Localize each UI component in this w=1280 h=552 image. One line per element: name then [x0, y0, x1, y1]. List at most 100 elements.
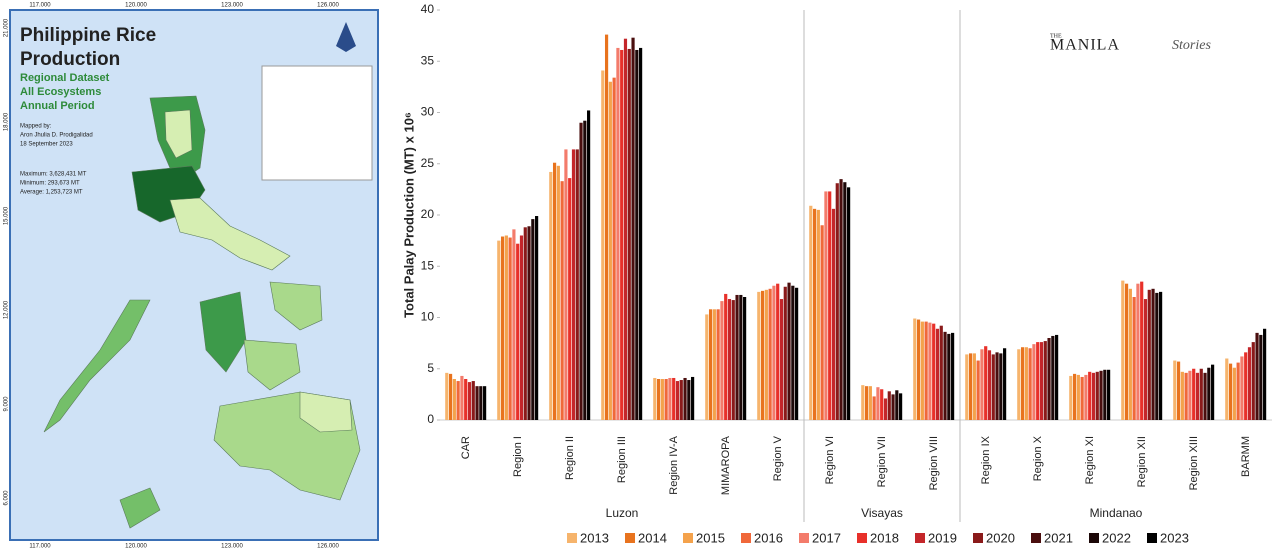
bar — [939, 325, 943, 420]
bar — [1195, 372, 1200, 420]
x-tick-label: Region XI — [1084, 436, 1096, 484]
y-tick-label: 25 — [421, 156, 435, 170]
bar — [519, 235, 524, 420]
legend-label: 2019 — [928, 530, 957, 545]
bar — [828, 191, 832, 420]
bar — [612, 77, 616, 421]
legend-label: 2022 — [1102, 530, 1131, 545]
island — [119, 487, 161, 529]
bar — [535, 216, 539, 420]
map-subtitle: Annual Period — [20, 100, 95, 112]
bar — [583, 120, 587, 420]
bar — [791, 285, 795, 420]
bar — [627, 48, 631, 420]
bar — [460, 375, 464, 420]
bar — [508, 237, 512, 420]
bar — [928, 322, 932, 420]
bar — [568, 178, 572, 420]
lon-label: 120.000 — [125, 3, 147, 9]
bar — [1132, 297, 1136, 420]
bar — [604, 34, 609, 420]
bar — [891, 394, 895, 420]
bar — [579, 122, 583, 420]
map-title: Philippine Rice — [20, 25, 156, 46]
bar — [812, 208, 817, 420]
bar — [980, 349, 984, 420]
legend-swatch — [741, 533, 751, 543]
bar — [1051, 335, 1055, 420]
lat-label: 9.000 — [4, 396, 10, 412]
bar — [1173, 360, 1177, 420]
bar — [887, 391, 891, 420]
legend-swatch — [857, 533, 867, 543]
bar — [712, 309, 716, 420]
bar — [587, 110, 591, 420]
bar — [1103, 369, 1107, 420]
bar — [932, 323, 936, 420]
bar — [708, 309, 713, 420]
bar — [616, 47, 620, 421]
bar — [1047, 338, 1051, 420]
y-tick-label: 35 — [421, 53, 435, 67]
legend-swatch — [625, 533, 635, 543]
bar — [575, 149, 579, 420]
map-credit: Mapped by: — [20, 124, 52, 130]
map-credit: Aron Jhulia D. Prodigalidad — [20, 133, 93, 139]
lon-label: 120.000 — [125, 544, 147, 550]
x-tick-label: Region IX — [980, 435, 992, 484]
bar — [635, 49, 639, 420]
legend-swatch — [799, 533, 809, 543]
y-tick-label: 0 — [427, 412, 434, 426]
lat-label: 6.000 — [4, 490, 10, 506]
bar — [843, 182, 847, 420]
bar — [560, 181, 564, 420]
map-subtitle: All Ecosystems — [20, 86, 101, 98]
bar — [924, 321, 928, 420]
bar — [564, 149, 568, 420]
bar — [497, 240, 501, 420]
bar — [523, 227, 527, 420]
map-subtitle: Regional Dataset — [20, 72, 110, 84]
bar — [987, 350, 992, 420]
map-stat: Minimum: 293,673 MT — [20, 181, 80, 187]
island — [164, 109, 193, 159]
lon-label: 123.000 — [221, 3, 243, 9]
chart: 0 5 10 15 20 25 30 35 40 Total Palay Production (… — [401, 2, 1272, 545]
bar — [724, 293, 728, 420]
bar — [639, 47, 643, 421]
bar — [467, 382, 472, 420]
x-tick-label: Region IV-A — [668, 435, 680, 494]
bar — [795, 287, 799, 420]
lon-label: 126.000 — [317, 544, 339, 550]
x-tick-label: Region X — [1032, 435, 1044, 481]
legend-swatch — [567, 533, 577, 543]
y-axis-label: Total Palay Production (MT) x 10⁶ — [401, 112, 416, 318]
bar — [779, 299, 784, 420]
bar — [731, 300, 735, 420]
legend-label: 2016 — [754, 530, 783, 545]
bar — [1255, 332, 1259, 420]
bar — [1159, 291, 1163, 420]
y-tick-label: 30 — [421, 105, 435, 119]
bar — [839, 179, 843, 420]
bar — [976, 360, 980, 420]
y-tick-label: 5 — [427, 361, 434, 375]
bar — [1188, 370, 1192, 420]
bar — [772, 285, 776, 420]
bar — [1207, 367, 1211, 420]
lat-label: 21.000 — [4, 18, 10, 37]
bar — [668, 377, 672, 420]
x-tick-label: Region III — [616, 436, 628, 483]
bar — [831, 208, 836, 420]
bar — [1247, 347, 1252, 420]
legend-label: 2015 — [696, 530, 725, 545]
bar — [1091, 372, 1096, 420]
bar — [1155, 292, 1159, 420]
x-tick-label: Region XIII — [1188, 436, 1200, 490]
bar — [1080, 376, 1084, 420]
bar — [479, 386, 483, 420]
north-arrow — [336, 22, 356, 52]
bar — [991, 354, 995, 420]
